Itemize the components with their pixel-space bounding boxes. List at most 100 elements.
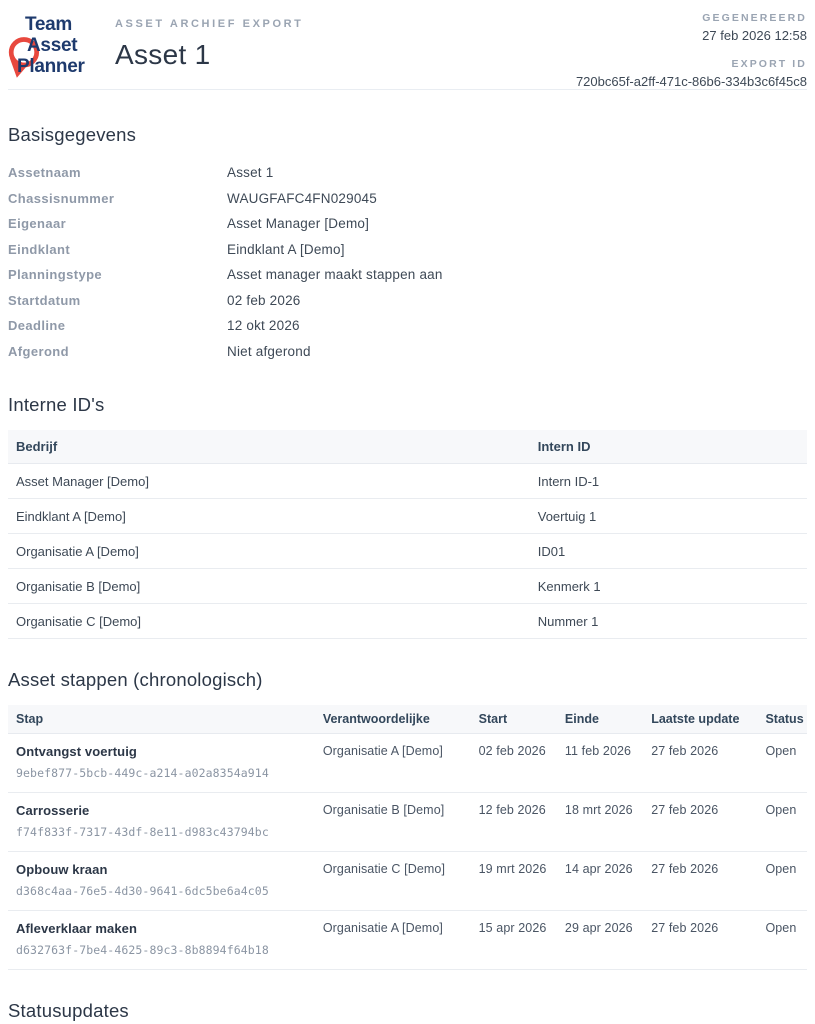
stap-uuid: d632763f-7be4-4625-89c3-8b8894f64b18: [16, 943, 269, 957]
stap-cell: Carrosserie f74f833f-7317-43df-8e11-d983…: [8, 792, 315, 852]
laatste-update-cell: 27 feb 2026: [643, 851, 758, 911]
intern-id-cell: Nummer 1: [529, 603, 807, 639]
basis-row: Eindklant Eindklant A [Demo]: [8, 237, 807, 263]
einde-cell: 29 apr 2026: [556, 910, 644, 970]
verantwoordelijke-cell: Organisatie B [Demo]: [314, 792, 471, 852]
export-id-meta: EXPORT ID 720bc65f-a2ff-471c-86b6-334b3c…: [576, 58, 807, 89]
status-cell: Open: [757, 910, 807, 970]
column-header-start: Start: [470, 705, 557, 734]
basis-label: Assetnaam: [8, 165, 81, 180]
bedrijf-cell: Eindklant A [Demo]: [8, 498, 530, 534]
asset-stap-row: Opbouw kraan d368c4aa-76e5-4d30-9641-6dc…: [8, 851, 807, 911]
basis-row: Afgerond Niet afgerond: [8, 339, 807, 365]
intern-id-cell: ID01: [529, 533, 807, 569]
stap-uuid: d368c4aa-76e5-4d30-9641-6dc5be6a4c05: [16, 884, 269, 898]
stap-cell: Afleverklaar maken d632763f-7be4-4625-89…: [8, 910, 315, 970]
basis-value: WAUGFAFC4FN029045: [227, 190, 377, 206]
basis-label: Startdatum: [8, 292, 81, 308]
asset-stap-row: Carrosserie f74f833f-7317-43df-8e11-d983…: [8, 792, 807, 852]
header-left: Team Asset Planner ASSET ARCHIEF EXPORT …: [8, 11, 304, 78]
document-header: Team Asset Planner ASSET ARCHIEF EXPORT …: [8, 0, 807, 90]
column-header-laatste-update: Laatste update: [643, 705, 758, 734]
basis-row: Assetnaam Asset 1: [8, 160, 807, 186]
export-id-value: 720bc65f-a2ff-471c-86b6-334b3c6f45c8: [575, 74, 807, 89]
laatste-update-cell: 27 feb 2026: [643, 792, 758, 852]
basis-row: Chassisnummer WAUGFAFC4FN029045: [8, 186, 807, 212]
start-cell: 12 feb 2026: [470, 792, 557, 852]
stap-cell: Opbouw kraan d368c4aa-76e5-4d30-9641-6dc…: [8, 851, 315, 911]
asset-stappen-header-row: Stap Verantwoordelijke Start Einde Laats…: [8, 705, 807, 734]
asset-stap-row: Afleverklaar maken d632763f-7be4-4625-89…: [8, 910, 807, 970]
interne-id-row: Asset Manager [Demo] Intern ID-1: [8, 463, 807, 499]
start-cell: 02 feb 2026: [470, 733, 557, 793]
asset-stap-row: Ontvangst voertuig 9ebef877-5bcb-449c-a2…: [8, 733, 807, 793]
status-cell: Open: [757, 851, 807, 911]
basis-row: Planningstype Asset manager maakt stappe…: [8, 262, 807, 288]
bedrijf-cell: Organisatie B [Demo]: [8, 568, 530, 604]
verantwoordelijke-cell: Organisatie A [Demo]: [314, 910, 471, 970]
interne-id-row: Organisatie B [Demo] Kenmerk 1: [8, 568, 807, 604]
einde-cell: 11 feb 2026: [556, 733, 644, 793]
basis-value: Asset manager maakt stappen aan: [227, 267, 443, 282]
intern-id-cell: Kenmerk 1: [529, 568, 807, 604]
section-heading-interne-ids: Interne ID's: [8, 394, 105, 415]
section-heading-statusupdates: Statusupdates: [8, 1000, 129, 1021]
stap-uuid: f74f833f-7317-43df-8e11-d983c43794bc: [16, 825, 269, 839]
stap-name: Carrosserie: [16, 803, 90, 818]
basis-label: Eigenaar: [8, 216, 67, 231]
column-header-verantwoordelijke: Verantwoordelijke: [314, 705, 471, 734]
interne-id-row: Eindklant A [Demo] Voertuig 1: [8, 498, 807, 534]
logo-word-team: Team: [25, 14, 73, 35]
intern-id-cell: Voertuig 1: [529, 498, 807, 534]
document-type-label: ASSET ARCHIEF EXPORT: [115, 18, 304, 30]
basisgegevens-list: Assetnaam Asset 1 Chassisnummer WAUGFAFC…: [8, 160, 807, 364]
team-asset-planner-logo: Team Asset Planner: [8, 11, 102, 78]
status-cell: Open: [757, 733, 807, 793]
status-cell: Open: [757, 792, 807, 852]
logo-word-asset: Asset: [27, 35, 78, 56]
asset-stappen-table: Stap Verantwoordelijke Start Einde Laats…: [8, 705, 807, 970]
verantwoordelijke-cell: Organisatie A [Demo]: [314, 733, 471, 793]
verantwoordelijke-cell: Organisatie C [Demo]: [314, 851, 471, 911]
start-cell: 15 apr 2026: [470, 910, 557, 970]
basis-value: Asset 1: [227, 165, 274, 180]
laatste-update-cell: 27 feb 2026: [643, 910, 758, 970]
interne-ids-table: Bedrijf Intern ID Asset Manager [Demo] I…: [8, 430, 807, 639]
export-id-label: EXPORT ID: [731, 58, 807, 70]
interne-id-row: Organisatie C [Demo] Nummer 1: [8, 603, 807, 639]
column-header-status: Status: [757, 705, 807, 734]
basis-label: Afgerond: [8, 343, 69, 359]
logo-word-planner: Planner: [17, 56, 85, 77]
einde-cell: 18 mrt 2026: [556, 792, 644, 852]
intern-id-cell: Intern ID-1: [529, 463, 807, 499]
section-heading-basisgegevens: Basisgegevens: [8, 124, 137, 145]
basis-value: Asset Manager [Demo]: [227, 216, 370, 231]
page-title: Asset 1: [115, 39, 211, 70]
column-header-stap: Stap: [8, 705, 315, 734]
basis-value: Niet afgerond: [227, 343, 311, 359]
start-cell: 19 mrt 2026: [470, 851, 557, 911]
bedrijf-cell: Organisatie C [Demo]: [8, 603, 530, 639]
basis-label: Chassisnummer: [8, 190, 115, 206]
laatste-update-cell: 27 feb 2026: [643, 733, 758, 793]
basis-label: Planningstype: [8, 267, 103, 282]
bedrijf-cell: Asset Manager [Demo]: [8, 463, 530, 499]
title-block: ASSET ARCHIEF EXPORT Asset 1: [115, 11, 304, 77]
location-pin-icon: [6, 34, 40, 85]
basis-row: Deadline 12 okt 2026: [8, 313, 807, 339]
stap-name: Afleverklaar maken: [16, 921, 138, 936]
stap-name: Opbouw kraan: [16, 862, 108, 877]
basis-value: 12 okt 2026: [227, 318, 300, 333]
bedrijf-cell: Organisatie A [Demo]: [8, 533, 530, 569]
header-meta: GEGENEREERD 27 feb 2026 12:58 EXPORT ID …: [576, 11, 807, 89]
column-header-einde: Einde: [556, 705, 644, 734]
section-heading-asset-stappen: Asset stappen (chronologisch): [8, 669, 263, 690]
basis-label: Deadline: [8, 318, 66, 333]
generated-timestamp: 27 feb 2026 12:58: [702, 28, 807, 43]
basis-row: Eigenaar Asset Manager [Demo]: [8, 211, 807, 237]
stap-uuid: 9ebef877-5bcb-449c-a214-a02a8354a914: [16, 766, 269, 780]
interne-ids-header-row: Bedrijf Intern ID: [8, 430, 807, 464]
basis-label: Eindklant: [8, 241, 71, 257]
einde-cell: 14 apr 2026: [556, 851, 644, 911]
basis-value: 02 feb 2026: [227, 292, 301, 308]
